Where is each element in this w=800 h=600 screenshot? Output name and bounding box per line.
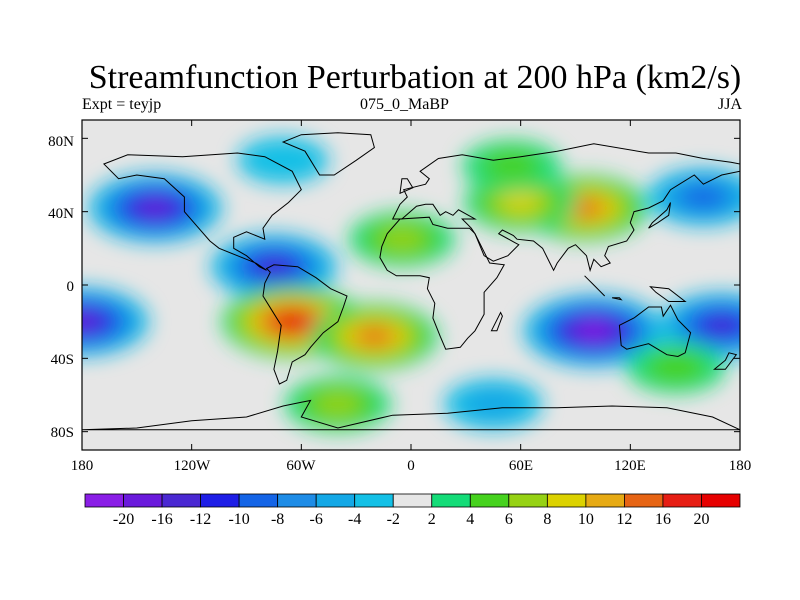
coastline [713,352,738,370]
colorbar-box [431,493,471,508]
colorbar-label: -6 [310,511,323,528]
lat-label: 40S [51,352,74,368]
coastline [490,311,503,332]
coastline [82,399,740,431]
coastline [584,275,606,297]
coastline [262,264,348,385]
lon-label: 120W [174,458,212,474]
plot-background [82,120,740,450]
colorbar-box [238,493,279,508]
colorbar-label: -12 [190,511,211,528]
lon-label: 180 [729,458,752,474]
left-string: Expt = teyjp [82,96,162,113]
coastline [281,132,375,176]
colorbar-box [624,493,664,508]
field-contour [378,227,426,252]
lat-label: 0 [67,279,75,295]
right-string: JJA [717,96,742,113]
colorbar-label: -10 [228,511,249,528]
colorbar-box [392,493,433,508]
lat-label: 80N [48,134,74,150]
colorbar-label: -20 [113,511,134,528]
coastline [649,286,687,302]
colorbar-box [508,493,548,508]
colorbar-box [123,493,163,508]
field-contour [501,192,541,213]
colorbar-box [354,493,394,508]
colorbar-label: 4 [466,511,474,528]
field-contour [82,314,97,329]
colorbar-label: 12 [616,511,632,528]
colorbar-box [469,493,510,508]
coastline [648,202,671,229]
colorbar-label: 2 [428,511,436,528]
field-contour [314,392,362,417]
colorbar-label: -8 [271,511,284,528]
colorbar-box [84,493,124,508]
colorbar-box [585,493,625,508]
colorbar-label: 20 [693,511,709,528]
field-contour [258,258,290,275]
lat-label: 40N [48,206,74,222]
field-contour [683,186,724,208]
lon-label: 180 [71,458,94,474]
field-contour [141,200,170,216]
field-contour [481,150,542,182]
field-contour [279,314,306,329]
colorbar-label: 10 [578,511,594,528]
colorbar [84,493,741,508]
field-layer [82,132,740,432]
plot-title: Streamfunction Perturbation at 200 hPa (… [88,59,742,96]
colorbar-label: -16 [151,511,172,528]
colorbar-box [200,493,240,508]
colorbar-box [161,493,201,508]
coastline [618,304,692,358]
colorbar-label: -4 [348,511,361,528]
field-contour [645,351,707,384]
field-contour [569,200,600,216]
coastline [103,152,302,271]
lon-label: 0 [407,458,415,474]
field-contour [359,328,390,345]
lon-label: 60W [286,458,316,474]
colorbar-label: 16 [655,511,671,528]
colorbar-box [662,493,702,508]
lon-label: 60E [509,458,533,474]
colorbar-label: 6 [505,511,513,528]
lon-label: 120E [614,458,646,474]
colorbar-box [277,493,317,508]
coastline [611,297,623,301]
colorbar-box [701,493,741,508]
coastline [379,216,506,350]
field-contour [237,136,329,184]
colorbar-label: 8 [543,511,551,528]
center-string: 075_0_MaBP [360,96,449,113]
colorbar-box [315,493,356,508]
field-contour [580,324,607,338]
field-contour [462,388,524,420]
field-contour [706,317,738,334]
colorbar-label: -2 [387,511,400,528]
lat-label: 80S [51,425,74,441]
coastline [399,178,414,195]
coastline [391,143,740,273]
colorbar-box [546,493,587,508]
